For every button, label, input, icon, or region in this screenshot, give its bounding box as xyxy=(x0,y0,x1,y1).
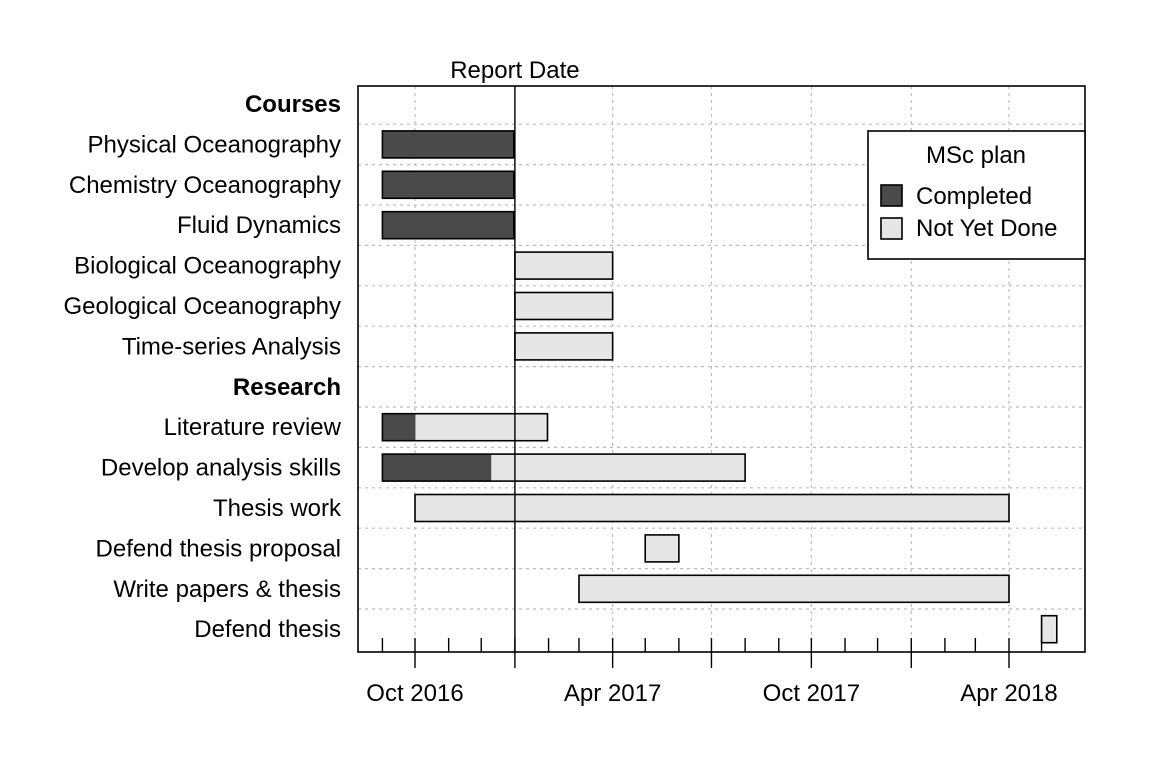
task-bar-outline xyxy=(1040,614,1058,644)
task-label: Biological Oceanography xyxy=(74,253,341,280)
task-label: Fluid Dynamics xyxy=(177,212,341,239)
task-bar-remaining xyxy=(1041,615,1057,643)
x-axis-labels: Oct 2016 Apr 2017 Oct 2017 Apr 2018 xyxy=(366,680,1057,707)
x-tick-label: Apr 2018 xyxy=(960,680,1057,707)
task-bar-completed xyxy=(382,413,416,441)
task-bar-completed xyxy=(382,454,492,482)
task-bar-outline xyxy=(381,130,515,159)
task-bar-completed xyxy=(382,171,514,199)
x-tick-label: Apr 2017 xyxy=(564,680,661,707)
legend-label-completed: Completed xyxy=(916,183,1032,210)
legend-swatch-completed xyxy=(880,184,903,207)
task-bar-remaining xyxy=(514,292,613,320)
task-bar-outline xyxy=(644,534,680,563)
task-bar-remaining xyxy=(514,252,613,280)
task-bar-remaining xyxy=(645,534,679,562)
task-bar-remaining xyxy=(415,494,1009,522)
task-label: Write papers & thesis xyxy=(113,576,341,603)
task-bar-outline xyxy=(381,210,515,240)
legend: MSc plan Completed Not Yet Done xyxy=(867,130,1086,260)
task-bar-completed xyxy=(382,211,514,239)
task-label: Defend thesis xyxy=(194,616,341,643)
task-bar-remaining xyxy=(514,332,613,360)
section-heading: Research xyxy=(233,374,341,401)
task-bar-completed xyxy=(382,130,514,158)
legend-box xyxy=(867,130,1086,260)
task-bar-outline xyxy=(414,493,1010,523)
task-label: Thesis work xyxy=(213,495,342,522)
plot-frame xyxy=(357,85,1086,653)
legend-swatch-not-yet-done xyxy=(880,217,903,240)
row-labels: Courses Physical Oceanography Chemistry Oc… xyxy=(63,91,342,643)
task-bar-outline xyxy=(381,412,549,442)
ticks-layer xyxy=(381,638,1043,668)
task-bar-outline xyxy=(381,453,746,482)
task-label: Chemistry Oceanography xyxy=(69,172,341,199)
legend-title: MSc plan xyxy=(926,142,1026,169)
task-label: Defend thesis proposal xyxy=(96,535,341,562)
bar-layer xyxy=(381,130,1058,644)
legend-label-not-yet-done: Not Yet Done xyxy=(916,215,1057,242)
task-label: Literature review xyxy=(164,414,342,441)
task-label: Develop analysis skills xyxy=(101,455,341,482)
task-bar-remaining xyxy=(578,575,1009,603)
task-label: Physical Oceanography xyxy=(88,131,341,158)
task-bar-outline xyxy=(578,574,1010,604)
report-date-label: Report Date xyxy=(450,57,579,84)
x-tick-label: Oct 2016 xyxy=(366,680,463,707)
task-bar-outline xyxy=(381,170,515,200)
task-label: Geological Oceanography xyxy=(63,293,341,320)
x-tick-label: Oct 2017 xyxy=(763,680,860,707)
grid-layer xyxy=(358,86,1085,652)
section-heading: Courses xyxy=(245,91,341,118)
task-label: Time-series Analysis xyxy=(122,333,341,360)
